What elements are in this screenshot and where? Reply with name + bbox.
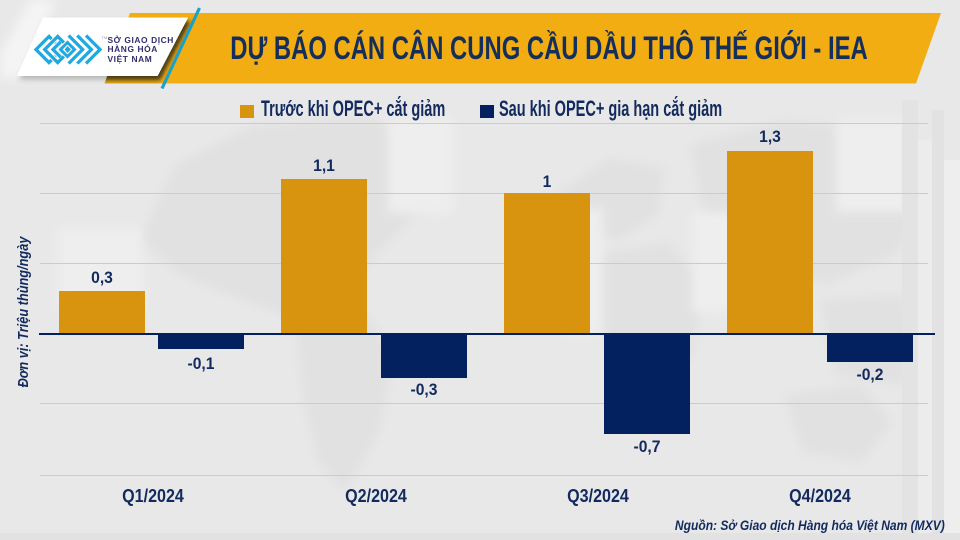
svg-text:TM: TM (102, 35, 108, 40)
